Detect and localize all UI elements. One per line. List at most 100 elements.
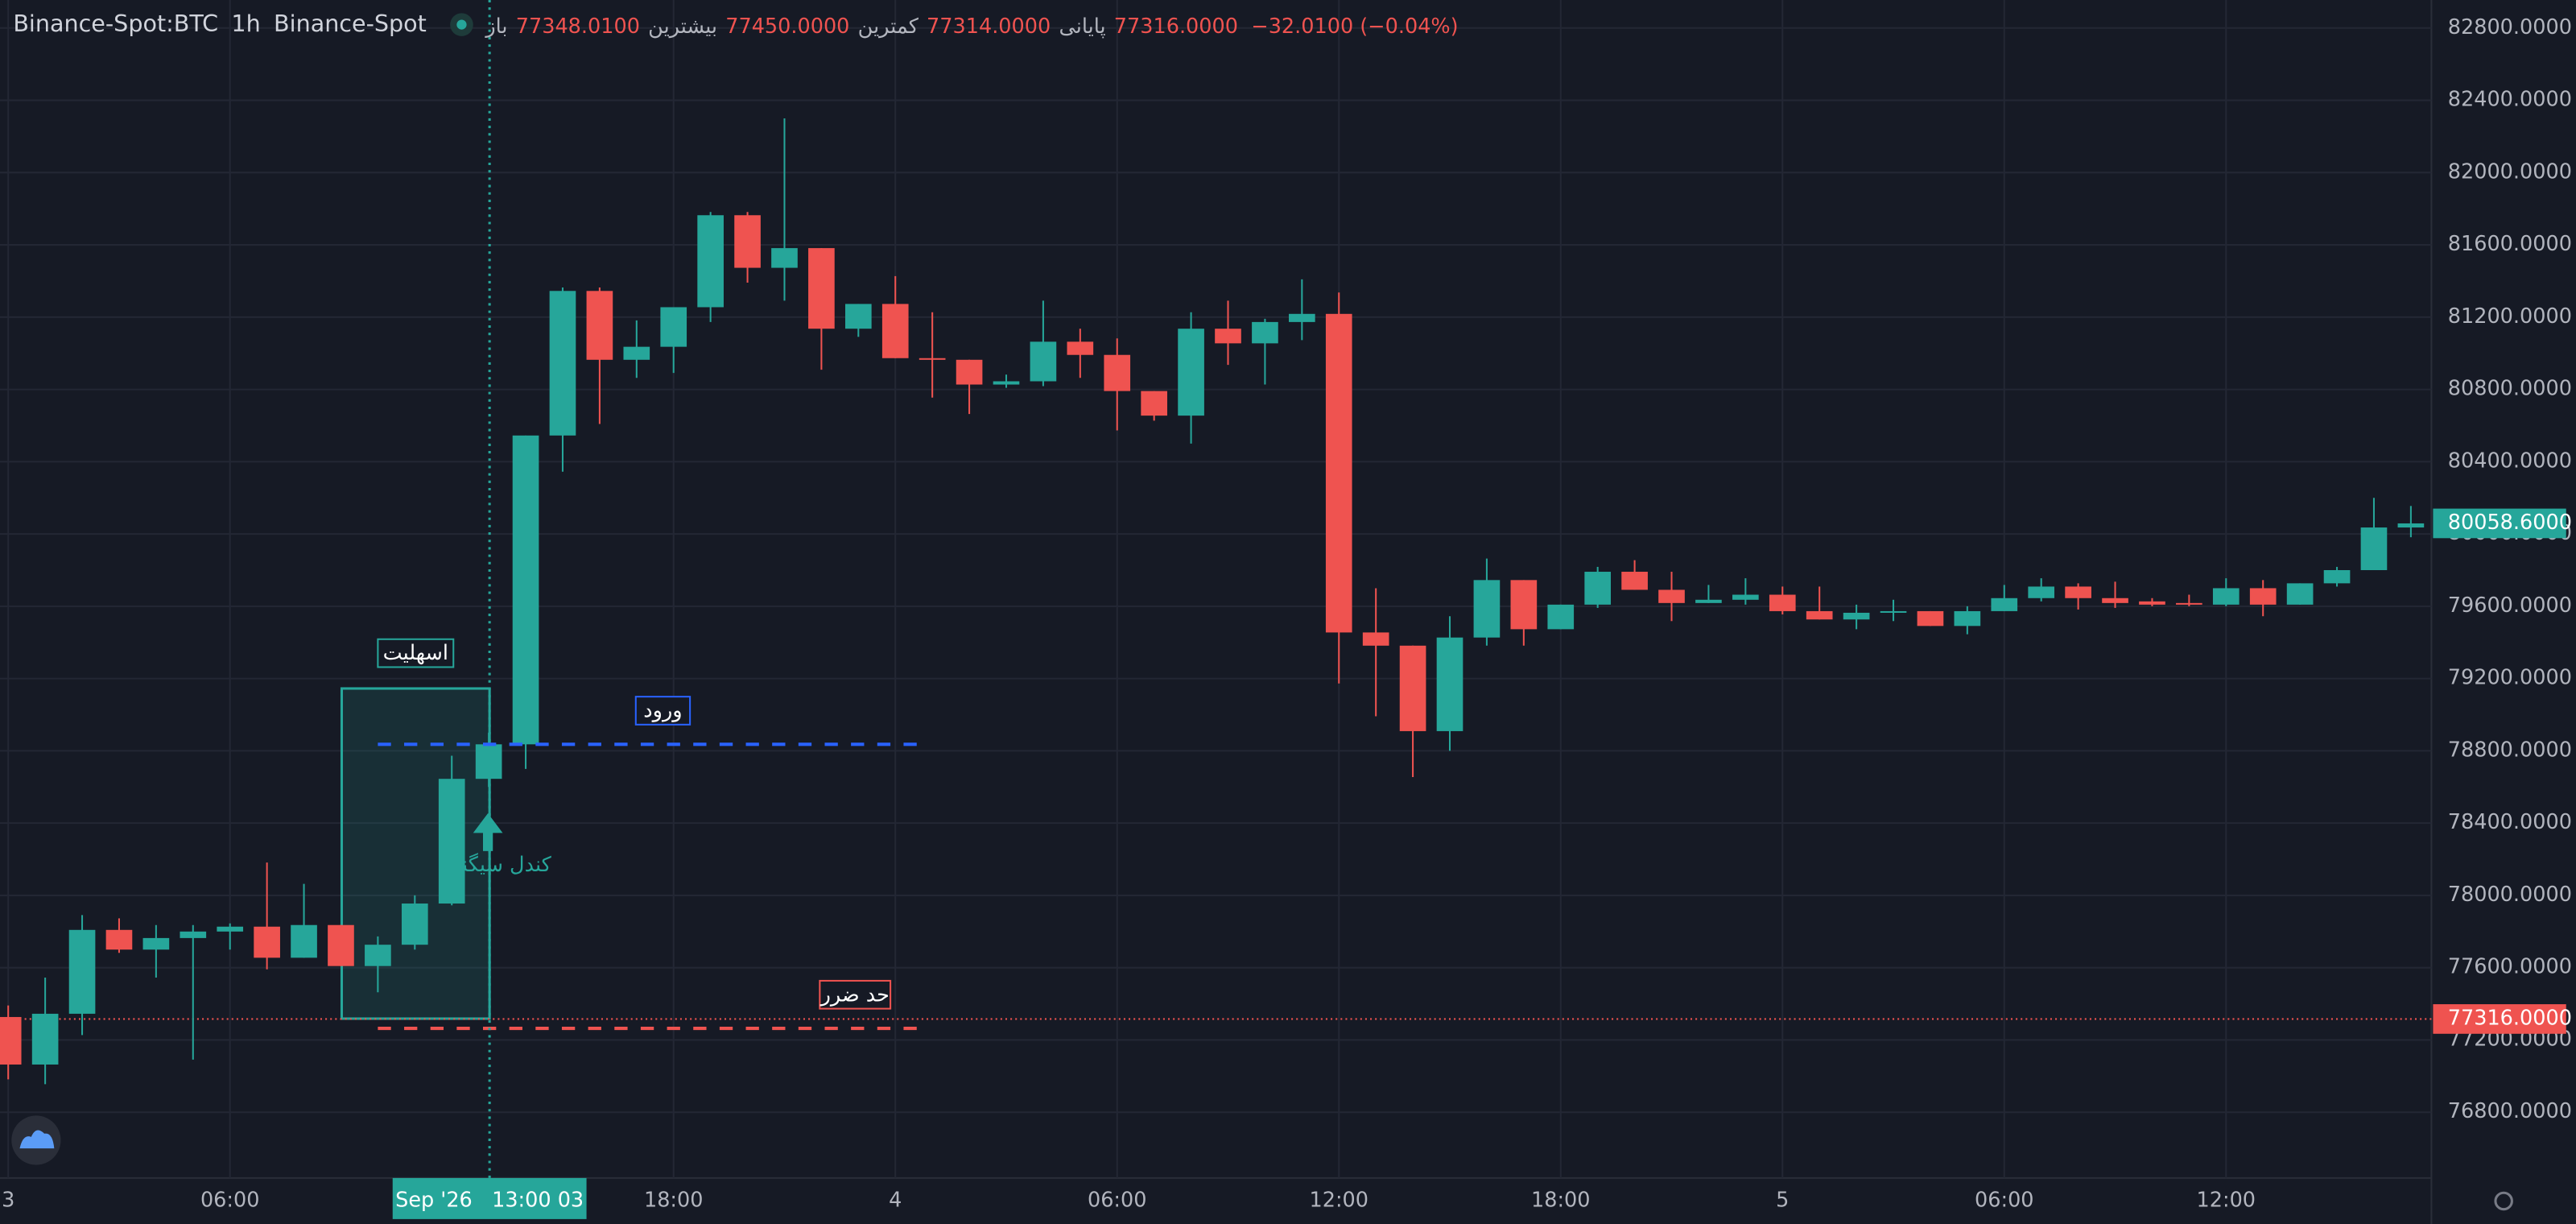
candle-body <box>919 358 946 360</box>
signal-label: کندل سیگنال <box>441 853 552 877</box>
candle-body <box>1325 313 1352 633</box>
crosshair-label: Sep '26 13:00 03 <box>395 1188 584 1212</box>
price-line-box <box>2433 1004 2566 1034</box>
candle-body <box>1917 610 1944 626</box>
last-price-box <box>2433 508 2566 539</box>
settings-icon[interactable] <box>2494 1191 2513 1211</box>
y-tick-label: 78400.0000 <box>2448 810 2572 834</box>
candle-body <box>993 381 1020 385</box>
candle-body <box>1621 572 1648 590</box>
symbol[interactable]: Binance-Spot:BTC <box>13 11 219 38</box>
entry-label: ورود <box>643 699 682 723</box>
candle-body <box>2323 569 2351 584</box>
stop-label-box <box>819 979 892 1010</box>
candles <box>0 118 2425 1085</box>
legend-value: 77348.0100 <box>515 12 640 37</box>
y-tick-label: 76800.0000 <box>2448 1099 2572 1123</box>
candle-body <box>401 904 428 945</box>
x-tick-label: 06:00 <box>1088 1188 1147 1212</box>
last-price-label: 80058.6000 <box>2448 511 2572 535</box>
grid <box>0 0 2432 1178</box>
candle-body <box>1436 637 1463 731</box>
x-tick-label: 18:00 <box>1531 1188 1591 1212</box>
candle-body <box>2249 588 2277 605</box>
interval[interactable]: 1h <box>231 11 261 38</box>
candle-body <box>2286 583 2314 605</box>
legend-value: 77314.0000 <box>927 12 1051 37</box>
candle-body <box>586 291 613 360</box>
candle-body <box>1843 612 1870 620</box>
candle-body <box>623 346 650 360</box>
x-tick-label: 12:00 <box>1309 1188 1368 1212</box>
candle-body <box>808 248 835 329</box>
candle-body <box>2065 586 2091 598</box>
annotations-front: ورود حد ضرر کندل سیگنال <box>378 0 929 1178</box>
x-tick-label: 4 <box>889 1188 902 1212</box>
candle-body <box>1067 341 1094 355</box>
candle-body <box>660 307 687 347</box>
zone-label: اسهلیت <box>383 641 448 665</box>
ohlc-legend: باز 77348.0100 بیشترین 77450.0000 کمترین 7731… <box>485 12 1238 37</box>
candle-body <box>1954 610 1981 626</box>
logo-icon <box>19 1130 55 1149</box>
candle-body <box>1658 589 1685 603</box>
axes: 82800.0000 82400.0000 82000.0000 81600.0000… <box>2 15 2572 1219</box>
candle-body <box>105 929 133 950</box>
candle-body <box>697 215 724 308</box>
candle-body <box>771 248 798 268</box>
candle-body <box>734 215 761 268</box>
candle-body <box>1880 610 1907 613</box>
candle-body <box>142 937 170 950</box>
y-tick-label: 80800.0000 <box>2448 377 2572 401</box>
candle-body <box>1215 329 1241 344</box>
y-tick-label: 78000.0000 <box>2448 883 2572 907</box>
candle-body <box>1806 610 1833 620</box>
candle-body <box>1252 321 1278 344</box>
y-tick-label: 82400.0000 <box>2448 88 2572 112</box>
candle-body <box>1547 604 1575 630</box>
y-tick-label: 79600.0000 <box>2448 593 2572 618</box>
price-line-label: 77316.0000 <box>2448 1006 2572 1030</box>
candle-body <box>956 359 983 385</box>
candle-body <box>180 931 207 938</box>
candle-body <box>844 304 872 329</box>
x-tick-label: 18:00 <box>644 1188 704 1212</box>
candle-body <box>438 779 465 904</box>
candle-body <box>2360 527 2388 570</box>
y-tick-label: 81600.0000 <box>2448 232 2572 256</box>
y-tick-label: 77600.0000 <box>2448 955 2572 979</box>
legend-value: 77316.0000 <box>1113 12 1238 37</box>
candle-body <box>254 926 280 958</box>
x-tick-label: 06:00 <box>200 1188 260 1212</box>
candle-body <box>1289 313 1315 322</box>
candle-body <box>1695 599 1722 603</box>
candle-body <box>1104 354 1131 391</box>
candle-body <box>217 926 244 932</box>
candle-body <box>2212 588 2240 605</box>
candle-body <box>31 1013 59 1065</box>
y-tick-label: 79200.0000 <box>2448 666 2572 690</box>
candle-body <box>2397 523 2425 528</box>
candle-body <box>881 304 909 358</box>
candle-body <box>2028 586 2055 598</box>
candle-body <box>1473 580 1501 638</box>
crosshair-label-box <box>392 1177 587 1219</box>
candle-body <box>2139 601 2165 605</box>
legend-label: پایانی <box>1059 12 1106 37</box>
x-tick-label: 06:00 <box>1975 1188 2034 1212</box>
legend-label: باز <box>485 12 508 37</box>
candle-body <box>365 945 391 966</box>
candle-body <box>2176 602 2202 605</box>
signal-arrow <box>473 813 503 851</box>
candle-body <box>1510 580 1538 630</box>
x-tick-label: 5 <box>1776 1188 1789 1212</box>
y-tick-label: 81200.0000 <box>2448 304 2572 329</box>
legend-label: بیشترین <box>648 12 718 37</box>
stop-label: حد ضرر <box>819 982 890 1007</box>
candle-body <box>0 1016 22 1065</box>
candle-body <box>512 435 539 745</box>
y-tick-label: 80400.0000 <box>2448 449 2572 473</box>
